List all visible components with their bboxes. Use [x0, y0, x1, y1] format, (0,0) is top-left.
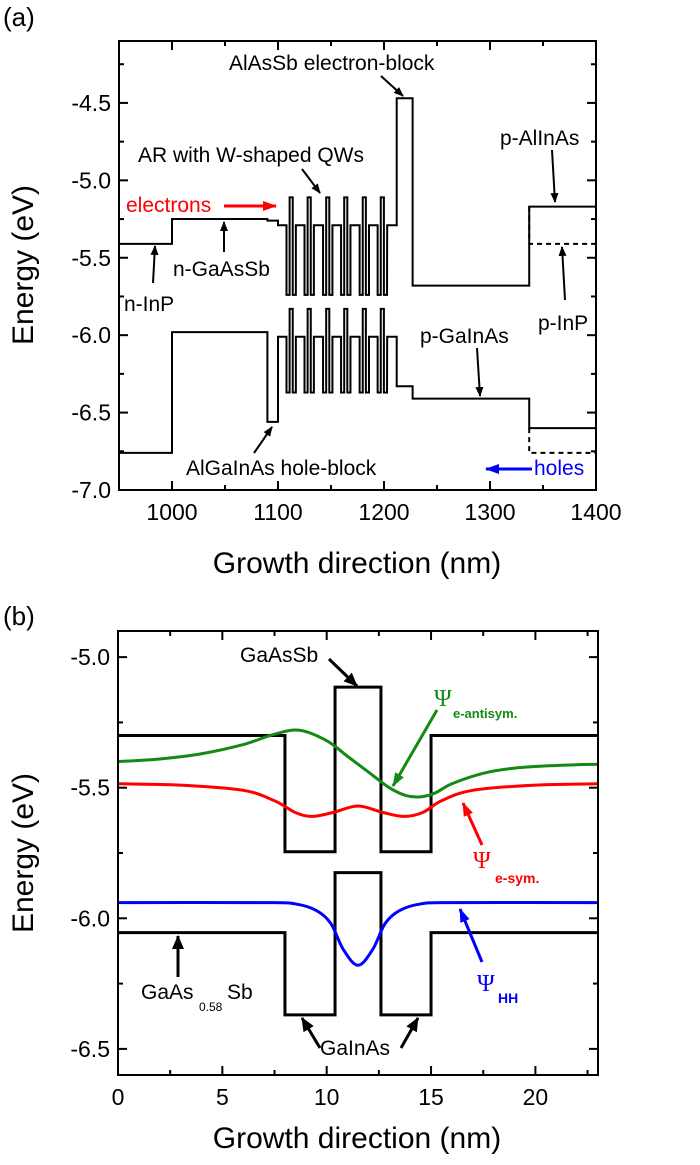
panel-1-xtick-label: 0 — [112, 1084, 125, 1110]
panel-a-conduction-band-p-inp-dashed — [528, 206, 596, 245]
arrow-electron-block — [380, 75, 404, 97]
panel-0-ytick-label: -7.0 — [71, 477, 111, 503]
panel-a-valence-band — [119, 307, 596, 454]
psi-e-antisym-curve — [117, 728, 599, 799]
panel-1-ytick-label: -5.0 — [70, 644, 110, 670]
label-n-inp: n-InP — [124, 293, 174, 316]
label-hole-block: AlGaInAs hole-block — [186, 457, 377, 480]
panel-b: (b) 0 5 10 15 20 -5.0 -5.5 -6.0 -6.5 Growth dire… — [3, 601, 599, 1155]
panel-1-xtick-label: 15 — [418, 1084, 444, 1110]
arrow-gaassb — [327, 657, 359, 688]
panel-a-valence-band-p-inp-dashed — [528, 428, 596, 454]
label-p-alinas: p-AlInAs — [500, 127, 579, 150]
label-psi-antisym-sub: e-antisym. — [453, 706, 517, 721]
panel-0-ytick-label: -6.0 — [71, 322, 111, 348]
arrow-ar-qws — [301, 168, 321, 194]
arrow-gainas-right — [399, 1017, 420, 1049]
label-psi-sym-sub: e-sym. — [495, 870, 539, 886]
panel-1-ytick-label: -5.5 — [70, 775, 110, 801]
label-psi-hh-sub: HH — [498, 990, 518, 1006]
panel-a-label: (a) — [3, 2, 35, 32]
arrow-gainas-left — [300, 1017, 322, 1049]
arrow-p-gainas — [475, 347, 484, 397]
psi-hh-curve — [117, 901, 599, 967]
panel-a-frame — [118, 40, 597, 491]
panel-b-axes: 0 5 10 15 20 -5.0 -5.5 -6.0 -6.5 — [70, 631, 598, 1110]
panel-1-xtick-label: 20 — [523, 1084, 549, 1110]
panel-a-conduction-band — [119, 97, 596, 296]
panel-0-ytick-label: -5.5 — [71, 245, 111, 271]
panel-a: (a) 1000 1100 1200 1300 1400 -4.5 -5.0 -5.5 -6.0… — [3, 2, 622, 580]
panel-1-xtick-label: 10 — [314, 1084, 340, 1110]
label-p-inp: p-InP — [538, 312, 588, 335]
label-psi-hh: Ψ — [477, 971, 495, 997]
label-gaas-main: GaAs — [141, 981, 194, 1004]
arrow-p-inp — [558, 246, 567, 301]
panel-0-ytick-label: -4.5 — [71, 90, 111, 116]
panel-a-ylabel: Energy (eV) — [7, 185, 40, 345]
panel-a-axes: 1000 1100 1200 1300 1400 -4.5 -5.0 -5.5 -6.0 -6.5… — [71, 41, 622, 525]
arrow-psi-hh — [458, 908, 484, 963]
panel-0-xtick-label: 1100 — [253, 499, 302, 525]
psi-e-sym-curve — [117, 782, 599, 818]
panel-b-frame — [117, 630, 599, 1076]
panel-1-ytick-label: -6.0 — [70, 905, 110, 931]
arrow-p-alinas — [550, 149, 559, 203]
panel-0-xtick-label: 1300 — [464, 499, 515, 525]
panel-0-xtick-label: 1400 — [570, 499, 621, 525]
panel-a-bands — [119, 97, 596, 454]
label-gaassb: GaAsSb — [240, 644, 318, 667]
arrow-psi-antisym — [391, 709, 439, 787]
panel-0-xtick-label: 1200 — [358, 499, 409, 525]
label-p-gainas: p-GaInAs — [420, 325, 509, 348]
arrow-n-inp — [150, 245, 159, 284]
arrow-psi-sym — [461, 802, 484, 846]
label-electrons: electrons — [126, 194, 211, 217]
panel-a-xlabel: Growth direction (nm) — [213, 547, 501, 580]
label-gainas: GaInAs — [320, 1037, 390, 1060]
panel-0-ytick-label: -5.0 — [71, 167, 111, 193]
label-gaas-sub: 0.58 — [199, 1000, 223, 1014]
label-psi-sym: Ψ — [473, 848, 491, 874]
panel-b-valence-band — [118, 871, 598, 1017]
panel-b-label: (b) — [3, 601, 35, 631]
panel-1-xtick-label: 5 — [216, 1084, 229, 1110]
panel-b-conduction-band — [118, 685, 598, 854]
panel-b-xlabel: Growth direction (nm) — [213, 1122, 501, 1155]
panel-b-wavefunctions — [117, 728, 599, 967]
panel-0-xtick-label: 1000 — [146, 499, 197, 525]
arrow-hole-block — [253, 426, 273, 454]
label-psi-antisym: Ψ — [434, 686, 452, 712]
label-n-gaassb: n-GaAsSb — [173, 258, 270, 281]
panel-b-ylabel: Energy (eV) — [7, 773, 40, 933]
label-electron-block: AlAsSb electron-block — [229, 52, 435, 75]
panel-0-ytick-label: -6.5 — [71, 400, 111, 426]
label-holes: holes — [534, 457, 584, 480]
panel-1-ytick-label: -6.5 — [70, 1036, 110, 1062]
label-ar-qws: AR with W-shaped QWs — [138, 144, 364, 167]
label-gaas-sb: Sb — [227, 981, 253, 1004]
